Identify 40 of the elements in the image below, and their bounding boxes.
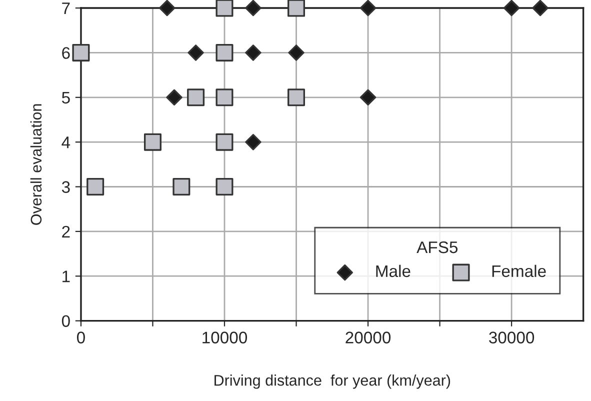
point — [288, 88, 306, 106]
point — [216, 88, 234, 106]
y-tick-label: 2 — [62, 226, 70, 238]
point — [532, 0, 548, 16]
point — [86, 178, 104, 196]
y-tick-label: 4 — [62, 136, 70, 148]
y-tick-label: 1 — [62, 270, 70, 282]
legend-label: Female — [492, 264, 546, 278]
point — [245, 44, 262, 61]
x-tick-label: 30000 — [489, 332, 534, 344]
x-tick-label: 20000 — [346, 332, 391, 344]
y-tick-label: 6 — [62, 47, 70, 59]
point — [188, 44, 204, 61]
point — [288, 44, 304, 61]
x-tick-label: 0 — [76, 332, 85, 344]
x-tick-label: 10000 — [202, 332, 248, 344]
y-tick-label: 5 — [62, 92, 70, 104]
point — [216, 178, 234, 196]
point — [72, 44, 90, 62]
point — [288, 0, 306, 17]
point — [187, 88, 205, 106]
point — [172, 178, 190, 196]
point — [216, 133, 234, 151]
point — [360, 0, 376, 16]
point — [245, 134, 262, 150]
point — [144, 133, 162, 151]
y-axis-title: Overall evaluation — [30, 104, 42, 225]
y-tick-label: 0 — [62, 315, 70, 328]
point — [245, 0, 262, 16]
point — [216, 44, 234, 62]
point — [166, 89, 182, 106]
y-tick-label: 3 — [62, 181, 70, 193]
point — [216, 0, 234, 17]
point — [158, 0, 176, 16]
x-axis-title: Driving distance for year (km/year) — [214, 374, 450, 389]
y-tick-label: 7 — [62, 2, 70, 14]
legend-label: Male — [376, 264, 410, 278]
legend-title: AFS5 — [416, 241, 458, 254]
point — [360, 89, 376, 106]
point — [503, 0, 520, 16]
